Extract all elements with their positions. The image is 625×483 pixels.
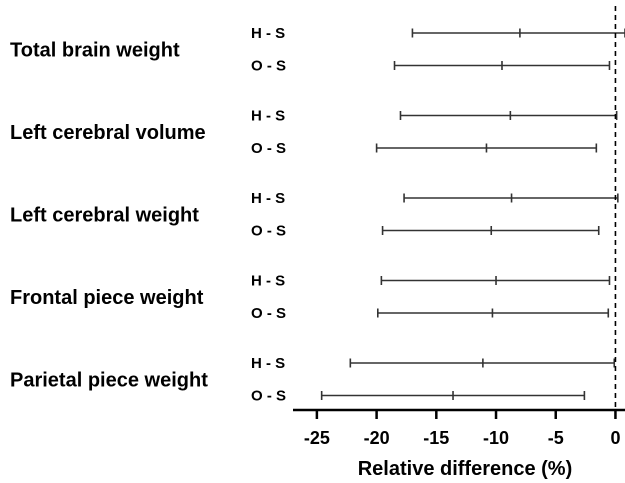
row-labels: Total brain weight H - S O - S Left cerebra… <box>10 25 286 405</box>
measure-label: Left cerebral volume <box>10 122 206 144</box>
x-tick-label: -5 <box>548 428 564 448</box>
measure-label: Parietal piece weight <box>10 369 208 391</box>
ci-bar <box>403 193 619 203</box>
comparison-label: O - S <box>251 58 286 75</box>
comparison-label: O - S <box>251 388 286 405</box>
comparison-label: O - S <box>251 223 286 240</box>
x-tick-label: -20 <box>364 428 390 448</box>
comparison-label: H - S <box>251 108 285 125</box>
measure-label: Left cerebral weight <box>10 204 199 226</box>
x-axis-ticks: -25 -20 -15 -10 -5 0 <box>304 410 620 448</box>
comparison-label: H - S <box>251 273 285 290</box>
x-tick-label: 0 <box>610 428 620 448</box>
ci-bar <box>381 226 600 235</box>
confidence-intervals <box>320 28 625 400</box>
ci-bar <box>375 143 598 153</box>
comparison-label: H - S <box>251 190 285 207</box>
ci-bar <box>376 308 610 318</box>
comparison-label: H - S <box>251 355 285 372</box>
comparison-label: H - S <box>251 25 285 42</box>
ci-bar <box>393 61 611 70</box>
x-tick-label: -10 <box>483 428 509 448</box>
comparison-label: O - S <box>251 140 286 157</box>
measure-label: Frontal piece weight <box>10 287 204 309</box>
x-axis-title: Relative difference (%) <box>358 458 573 480</box>
x-tick-label: -15 <box>423 428 449 448</box>
ci-bar <box>349 358 616 368</box>
measure-label: Total brain weight <box>10 39 180 61</box>
ci-bar <box>380 276 611 285</box>
ci-bar <box>320 391 586 400</box>
x-tick-label: -25 <box>304 428 330 448</box>
ci-bar <box>399 111 618 120</box>
ci-bar <box>411 28 625 38</box>
comparison-label: O - S <box>251 305 286 322</box>
